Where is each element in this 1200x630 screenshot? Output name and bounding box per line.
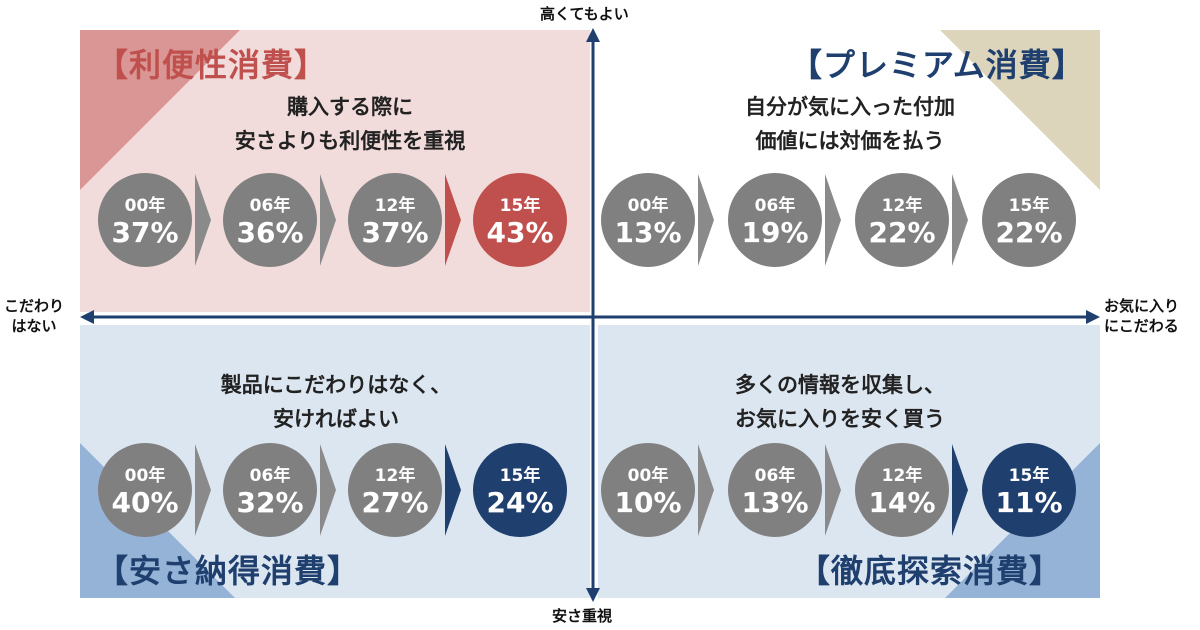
year-share-circle: 12年 22%: [855, 173, 949, 267]
axis-label-bottom: 安さ重視: [552, 607, 613, 625]
label-line: にこだわる: [1104, 317, 1179, 335]
desc-line: 安ければよい: [273, 407, 399, 431]
year-share-circle: 15年 11%: [982, 443, 1076, 537]
corner-triangle: [940, 30, 1100, 190]
quadrant-title: 【徹底探索消費】: [798, 552, 1063, 590]
arrow-left-icon: [80, 310, 94, 324]
share-value: 24%: [486, 486, 554, 519]
year-share-circle: 12年 37%: [348, 173, 442, 267]
year-label: 00年: [627, 466, 669, 486]
year-label: 12年: [881, 466, 923, 486]
year-share-circle: 06年 32%: [223, 443, 317, 537]
desc-line: 購入する際に: [287, 95, 413, 119]
year-label: 15年: [1008, 196, 1050, 216]
share-value: 40%: [111, 486, 179, 519]
year-label: 06年: [754, 466, 796, 486]
axis-label-top: 高くてもよい: [540, 5, 629, 23]
chevron-arrow-icon: [698, 174, 714, 266]
year-label: 12年: [881, 196, 923, 216]
chevron-arrow-icon: [698, 444, 714, 536]
share-value: 27%: [361, 486, 429, 519]
year-label: 15年: [499, 466, 541, 486]
chevron-arrow-icon: [320, 174, 336, 266]
year-label: 06年: [249, 466, 291, 486]
year-label: 00年: [124, 196, 166, 216]
year-share-circle: 06年 13%: [728, 443, 822, 537]
quadrant-title: 【利便性消費】: [96, 46, 328, 84]
year-label: 15年: [499, 196, 541, 216]
desc-line: 安さよりも利便性を重視: [234, 129, 466, 153]
label-line: お気に入り: [1104, 297, 1180, 315]
year-label: 00年: [124, 466, 166, 486]
label-line: こだわり: [4, 297, 65, 315]
year-share-circle: 06年 19%: [728, 173, 822, 267]
chevron-arrow-icon: [825, 174, 841, 266]
quadrant-title: 【安さ納得消費】: [96, 552, 361, 590]
share-value: 43%: [486, 216, 554, 249]
chevron-arrow-icon: [195, 444, 211, 536]
year-share-circle: 12年 27%: [348, 443, 442, 537]
desc-line: 多くの情報を収集し、: [735, 373, 945, 397]
chevron-arrow-icon: [445, 174, 461, 266]
axis-label-right: お気に入りにこだわる: [1104, 296, 1179, 336]
year-label: 00年: [627, 196, 669, 216]
arrow-down-icon: [586, 588, 600, 602]
share-value: 32%: [236, 486, 304, 519]
quadrant-description: 自分が気に入った付加 価値には対価を払う: [700, 90, 1000, 158]
chevron-arrow-icon: [825, 444, 841, 536]
share-value: 10%: [614, 486, 682, 519]
share-value: 22%: [995, 216, 1063, 249]
desc-line: 自分が気に入った付加: [745, 95, 955, 119]
quadrant-description: 製品にこだわりはなく、 安ければよい: [186, 368, 486, 436]
share-value: 19%: [741, 216, 809, 249]
quadrant-description: 購入する際に安さよりも利便性を重視: [200, 90, 500, 158]
year-share-circle: 00年 37%: [98, 173, 192, 267]
year-label: 15年: [1008, 466, 1050, 486]
arrow-right-icon: [1086, 310, 1100, 324]
chevron-arrow-icon: [952, 444, 968, 536]
share-value: 13%: [741, 486, 809, 519]
axis-label-left: こだわり はない: [4, 296, 64, 336]
year-share-circle: 00年 13%: [601, 173, 695, 267]
quadrant-description: 多くの情報を収集し、 お気に入りを安く買う: [690, 368, 990, 436]
corner-triangle: [80, 30, 240, 190]
desc-line: 価値には対価を払う: [755, 129, 945, 153]
year-share-circle: 15年 43%: [473, 173, 567, 267]
year-share-circle: 00年 40%: [98, 443, 192, 537]
share-value: 37%: [111, 216, 179, 249]
share-value: 11%: [995, 486, 1063, 519]
chevron-arrow-icon: [320, 444, 336, 536]
desc-line: 製品にこだわりはなく、: [220, 373, 452, 397]
share-value: 37%: [361, 216, 429, 249]
share-value: 14%: [868, 486, 936, 519]
desc-line: お気に入りを安く買う: [735, 407, 945, 431]
year-share-circle: 15年 24%: [473, 443, 567, 537]
quadrant-title: 【プレミアム消費】: [790, 46, 1085, 84]
chevron-arrow-icon: [445, 444, 461, 536]
share-value: 22%: [868, 216, 936, 249]
year-label: 06年: [754, 196, 796, 216]
year-label: 12年: [374, 196, 416, 216]
year-share-circle: 06年 36%: [223, 173, 317, 267]
share-value: 36%: [236, 216, 304, 249]
arrow-up-icon: [586, 28, 600, 42]
year-share-circle: 15年 22%: [982, 173, 1076, 267]
label-line: はない: [11, 317, 57, 335]
chevron-arrow-icon: [195, 174, 211, 266]
year-label: 06年: [249, 196, 291, 216]
chevron-arrow-icon: [952, 174, 968, 266]
year-share-circle: 00年 10%: [601, 443, 695, 537]
share-value: 13%: [614, 216, 682, 249]
year-label: 12年: [374, 466, 416, 486]
year-share-circle: 12年 14%: [855, 443, 949, 537]
